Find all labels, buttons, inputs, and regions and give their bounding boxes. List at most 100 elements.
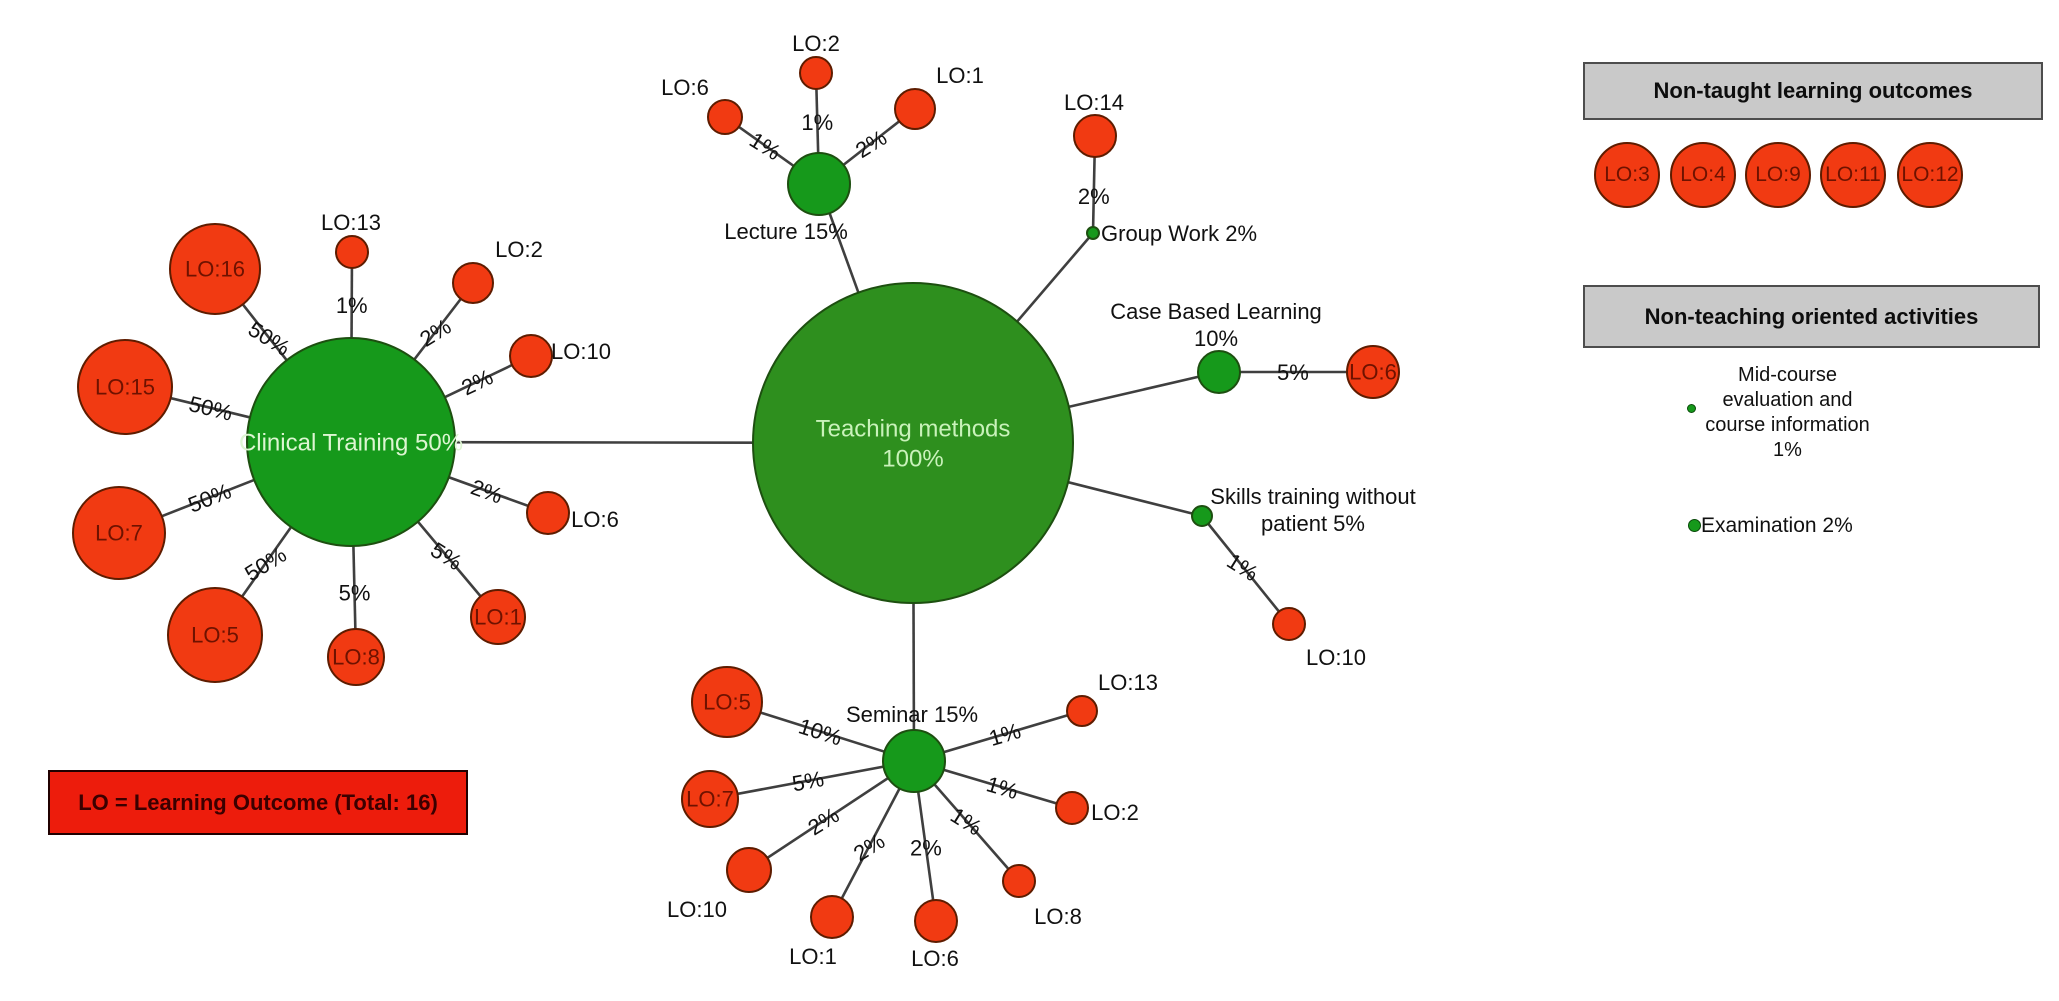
node-c6-label: LO:6 (571, 507, 619, 532)
edge-percent-label: 5% (339, 581, 371, 606)
edge-seminar-s10 (748, 759, 915, 872)
node-c15-circle (77, 339, 173, 435)
node-l6-label: LO:6 (661, 75, 709, 100)
non-taught-outcomes-header: Non-taught learning outcomes (1583, 62, 2043, 120)
non-taught-lo-label: LO:4 (1680, 163, 1726, 186)
edge-percent-label: 2% (851, 125, 891, 163)
edge-percent-label: 1% (1223, 548, 1263, 586)
node-cbl-label: 10% (1194, 326, 1238, 351)
node-c7-label: LO:7 (95, 521, 143, 546)
non-taught-lo-circle: LO:4 (1670, 142, 1736, 208)
node-groupwork-circle (1086, 226, 1100, 240)
node-c6-circle (526, 491, 570, 535)
node-l1-circle (894, 88, 936, 130)
edge-percent-label: 1% (745, 127, 785, 165)
legend-note-text: LO = Learning Outcome (Total: 16) (78, 789, 438, 815)
node-lecture-label: Lecture 15% (724, 219, 848, 244)
node-c16-circle (169, 223, 261, 315)
edge-percent-label: 2% (468, 474, 506, 508)
edge-percent-label: 50% (185, 478, 235, 517)
edge-percent-label: 1% (801, 110, 833, 135)
node-seminar-label: Seminar 15% (846, 702, 978, 727)
edge-percent-label: 5% (426, 537, 466, 575)
non-taught-outcomes-title: Non-taught learning outcomes (1653, 78, 1973, 103)
non-taught-lo-label: LO:3 (1604, 163, 1650, 186)
node-sk10-label: LO:10 (1306, 645, 1366, 670)
node-teaching-circle (752, 282, 1074, 604)
edge-percent-label: 1% (946, 802, 986, 840)
edge-percent-label: 10% (796, 713, 846, 750)
legend-note-box: LO = Learning Outcome (Total: 16) (48, 770, 468, 835)
node-cbl-circle (1197, 350, 1241, 394)
edge-seminar-s7 (709, 759, 915, 801)
node-skills-label: patient 5% (1261, 511, 1365, 536)
node-teaching-label: 100% (882, 445, 943, 472)
node-c15-label: LO:15 (95, 375, 155, 400)
non-taught-lo-label: LO:9 (1755, 163, 1801, 186)
edge-percent-label: 50% (240, 542, 291, 587)
node-c7-circle (72, 486, 166, 580)
node-s10-label: LO:10 (667, 897, 727, 922)
edge-percent-label: 2% (457, 364, 496, 400)
node-c8-label: LO:8 (332, 645, 380, 670)
node-l2-label: LO:2 (792, 31, 840, 56)
node-c5-circle (167, 587, 263, 683)
examination-activity-dot (1688, 519, 1701, 532)
edge-percent-label: 2% (1078, 184, 1110, 209)
node-c16-label: LO:16 (185, 257, 245, 282)
node-skills-circle (1191, 505, 1213, 527)
node-s13-label: LO:13 (1098, 670, 1158, 695)
non-teaching-activities-header: Non-teaching oriented activities (1583, 285, 2040, 348)
edge-percent-label: 2% (910, 835, 942, 860)
edge-percent-label: 1% (336, 293, 368, 318)
node-c2-circle (452, 262, 494, 304)
edge-percent-label: 50% (244, 316, 295, 361)
node-c1-circle (470, 589, 526, 645)
non-teaching-activities-title: Non-teaching oriented activities (1644, 303, 1979, 329)
node-g14-label: LO:14 (1064, 90, 1124, 115)
node-groupwork-label: Group Work 2% (1101, 221, 1257, 246)
node-s8-label: LO:8 (1034, 904, 1082, 929)
node-s10-circle (726, 847, 772, 893)
node-s1-circle (810, 895, 854, 939)
node-clinical-circle (246, 337, 456, 547)
node-cb6-label: LO:6 (1349, 360, 1397, 385)
edge-percent-label: 5% (790, 766, 826, 796)
non-taught-lo-circle: LO:12 (1897, 142, 1963, 208)
node-sk10-circle (1272, 607, 1306, 641)
examination-activity-label: Examination 2% (1701, 514, 1853, 537)
node-clinical-label: Clinical Training 50% (239, 429, 463, 456)
node-c2-label: LO:2 (495, 237, 543, 262)
node-s8-circle (1002, 864, 1036, 898)
node-teaching-label: Teaching methods (816, 415, 1011, 442)
node-seminar-circle (882, 729, 946, 793)
edge-percent-label: 1% (986, 718, 1024, 751)
node-s1-label: LO:1 (789, 944, 837, 969)
node-c1-label: LO:1 (474, 605, 522, 630)
non-taught-lo-label: LO:12 (1901, 163, 1959, 186)
node-s7-label: LO:7 (686, 787, 734, 812)
node-s6-label: LO:6 (911, 946, 959, 971)
edge-percent-label: 1% (984, 771, 1022, 804)
node-c5-label: LO:5 (191, 623, 239, 648)
midcourse-activity-label: Mid-course evaluation and course informati… (1705, 364, 1870, 461)
node-s5-label: LO:5 (703, 690, 751, 715)
node-c10-label: LO:10 (551, 339, 611, 364)
node-c8-circle (327, 628, 385, 686)
node-g14-circle (1073, 114, 1117, 158)
non-taught-lo-circle: LO:3 (1594, 142, 1660, 208)
node-s13-circle (1066, 695, 1098, 727)
non-taught-lo-circle: LO:11 (1820, 142, 1886, 208)
node-s2-circle (1055, 791, 1089, 825)
node-c13-circle (335, 235, 369, 269)
node-s5-circle (691, 666, 763, 738)
node-l1-label: LO:1 (936, 63, 984, 88)
edge-percent-label: 2% (415, 314, 455, 352)
non-taught-lo-label: LO:11 (1825, 163, 1881, 186)
node-s2-label: LO:2 (1091, 800, 1139, 825)
non-taught-lo-circle: LO:9 (1745, 142, 1811, 208)
edge-percent-label: 5% (1277, 360, 1309, 385)
edge-percent-label: 2% (803, 802, 843, 840)
